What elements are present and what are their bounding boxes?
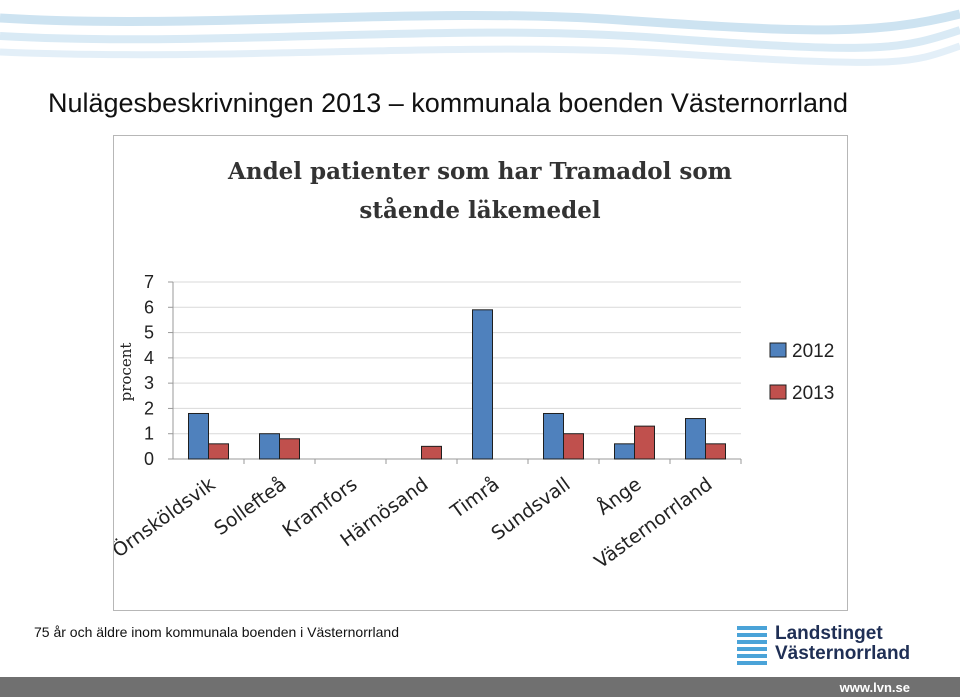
y-tick-label: 5 bbox=[144, 323, 154, 343]
landstinget-logo: Landstinget Västernorrland bbox=[735, 624, 915, 668]
y-tick-label: 0 bbox=[144, 449, 154, 469]
legend-swatch-2012 bbox=[769, 342, 787, 358]
slide-title: Nulägesbeskrivningen 2013 – kommunala bo… bbox=[48, 88, 849, 118]
footer-bar bbox=[0, 677, 960, 697]
footer-url[interactable]: www.lvn.se bbox=[839, 680, 910, 695]
legend-label: 2012 bbox=[792, 341, 834, 362]
logo-stripes-icon bbox=[737, 626, 767, 665]
y-tick-label: 6 bbox=[144, 297, 154, 317]
bar-2012 bbox=[614, 443, 635, 460]
x-tick-label: Sollefteå bbox=[210, 472, 291, 539]
y-axis-label: procent bbox=[117, 343, 135, 402]
bar-2013 bbox=[705, 443, 726, 460]
x-tick-label: Ånge bbox=[592, 472, 645, 519]
logo-line2: Västernorrland bbox=[775, 643, 911, 664]
bar-2012 bbox=[188, 412, 209, 460]
x-tick-label: Örnsköldsvik bbox=[114, 472, 219, 562]
x-tick-label: Västernorrland bbox=[591, 473, 717, 573]
legend-label: 2013 bbox=[792, 383, 834, 404]
x-tick-label: Timrå bbox=[445, 472, 503, 523]
chart-title-line: Andel patienter som har Tramadol som bbox=[227, 158, 732, 185]
bar-2012 bbox=[543, 412, 564, 460]
bar-2012 bbox=[685, 418, 706, 460]
y-tick-label: 1 bbox=[144, 424, 154, 444]
legend-swatch-2013 bbox=[769, 384, 787, 400]
header-waves bbox=[0, 9, 960, 66]
bar-2013 bbox=[208, 443, 229, 460]
y-tick-label: 3 bbox=[144, 373, 154, 393]
bar-2012 bbox=[472, 309, 493, 460]
y-tick-label: 4 bbox=[144, 348, 154, 368]
bar-chart: Andel patienter som har Tramadol som ståe… bbox=[114, 158, 834, 573]
chart-title-line: stående läkemedel bbox=[359, 197, 600, 224]
y-tick-label: 2 bbox=[144, 398, 154, 418]
footnote: 75 år och äldre inom kommunala boenden i… bbox=[34, 624, 399, 640]
logo-line1: Landstinget bbox=[775, 623, 883, 644]
y-tick-label: 7 bbox=[144, 272, 154, 292]
bar-2013 bbox=[421, 445, 442, 460]
x-tick-label: Sundsvall bbox=[487, 473, 574, 545]
bar-2013 bbox=[279, 438, 300, 460]
bar-2013 bbox=[634, 425, 655, 460]
bar-2013 bbox=[563, 433, 584, 460]
bar-2012 bbox=[259, 433, 280, 460]
chart-frame: Andel patienter som har Tramadol som ståe… bbox=[113, 135, 848, 611]
